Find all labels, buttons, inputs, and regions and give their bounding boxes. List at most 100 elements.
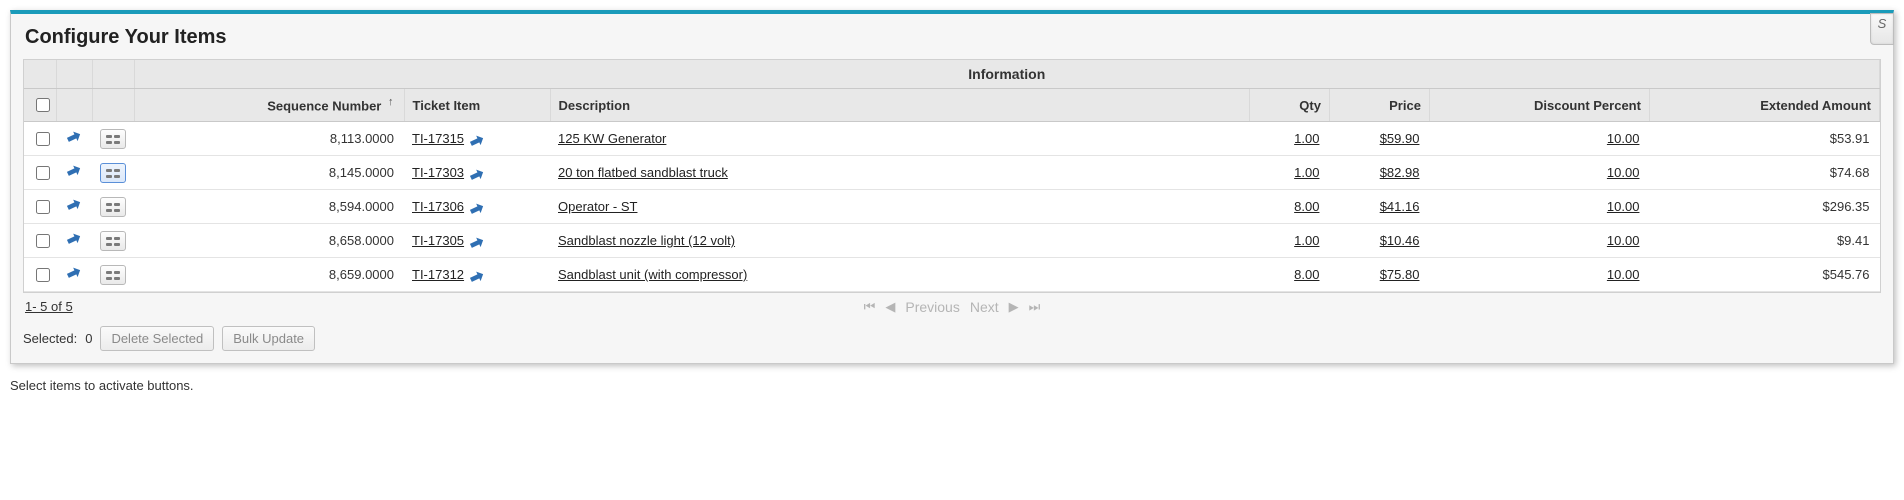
price-link[interactable]: $75.80 <box>1380 267 1420 282</box>
expand-row-button[interactable] <box>100 129 126 149</box>
open-icon[interactable] <box>468 234 482 248</box>
price-link[interactable]: $41.16 <box>1380 199 1420 214</box>
table-row: 8,658.0000TI-17305 Sandblast nozzle ligh… <box>24 224 1880 258</box>
pager-prev-label[interactable]: Previous <box>905 299 959 315</box>
cell-ticket: TI-17303 <box>404 156 550 190</box>
column-header-discount[interactable]: Discount Percent <box>1429 89 1649 122</box>
row-checkbox[interactable] <box>36 132 50 146</box>
ticket-link[interactable]: TI-17306 <box>412 199 464 214</box>
ticket-link[interactable]: TI-17305 <box>412 233 464 248</box>
pager-next-label[interactable]: Next <box>970 299 999 315</box>
refresh-icon[interactable] <box>65 128 83 146</box>
column-header-sequence[interactable]: Sequence Number ↑ <box>134 89 404 122</box>
price-link[interactable]: $59.90 <box>1380 131 1420 146</box>
ticket-link[interactable]: TI-17303 <box>412 165 464 180</box>
cell-discount: 10.00 <box>1429 190 1649 224</box>
cell-price: $59.90 <box>1329 122 1429 156</box>
ticket-link[interactable]: TI-17315 <box>412 131 464 146</box>
row-checkbox[interactable] <box>36 200 50 214</box>
sort-ascending-icon: ↑ <box>388 96 394 108</box>
column-header-qty[interactable]: Qty <box>1249 89 1329 122</box>
column-header-extended[interactable]: Extended Amount <box>1649 89 1879 122</box>
cell-price: $10.46 <box>1329 224 1429 258</box>
pager-first-icon[interactable]: ⏮ <box>864 299 876 315</box>
qty-link[interactable]: 8.00 <box>1294 267 1319 282</box>
cell-ticket: TI-17306 <box>404 190 550 224</box>
discount-link[interactable]: 10.00 <box>1607 165 1640 180</box>
cell-sequence: 8,594.0000 <box>134 190 404 224</box>
discount-link[interactable]: 10.00 <box>1607 131 1640 146</box>
grid-footer: 1- 5 of 5 ⏮ ◀ Previous Next ▶ ⏭ <box>23 295 1881 316</box>
open-icon[interactable] <box>468 268 482 282</box>
expand-row-button[interactable] <box>100 231 126 251</box>
qty-link[interactable]: 1.00 <box>1294 233 1319 248</box>
pager: ⏮ ◀ Previous Next ▶ ⏭ <box>864 299 1041 315</box>
expand-row-button[interactable] <box>100 197 126 217</box>
header-select-all[interactable] <box>24 89 56 122</box>
bulk-update-button[interactable]: Bulk Update <box>222 326 315 351</box>
row-checkbox[interactable] <box>36 234 50 248</box>
refresh-icon[interactable] <box>65 196 83 214</box>
qty-link[interactable]: 1.00 <box>1294 131 1319 146</box>
cell-ticket: TI-17312 <box>404 258 550 292</box>
open-icon[interactable] <box>468 200 482 214</box>
cell-price: $41.16 <box>1329 190 1429 224</box>
column-header-ticket[interactable]: Ticket Item <box>404 89 550 122</box>
refresh-icon[interactable] <box>65 230 83 248</box>
column-header-price[interactable]: Price <box>1329 89 1429 122</box>
qty-link[interactable]: 1.00 <box>1294 165 1319 180</box>
header-spacer <box>56 60 92 89</box>
cell-sequence: 8,145.0000 <box>134 156 404 190</box>
discount-link[interactable]: 10.00 <box>1607 199 1640 214</box>
description-link[interactable]: Operator - ST <box>558 199 637 214</box>
description-link[interactable]: Sandblast nozzle light (12 volt) <box>558 233 735 248</box>
expand-row-button[interactable] <box>100 265 126 285</box>
cell-qty: 8.00 <box>1249 258 1329 292</box>
pager-last-icon[interactable]: ⏭ <box>1029 299 1041 315</box>
selection-label: Selected: <box>23 331 77 346</box>
description-link[interactable]: Sandblast unit (with compressor) <box>558 267 747 282</box>
side-tab[interactable]: S <box>1870 13 1894 45</box>
discount-link[interactable]: 10.00 <box>1607 233 1640 248</box>
cell-sequence: 8,659.0000 <box>134 258 404 292</box>
cell-description: Operator - ST <box>550 190 1249 224</box>
price-link[interactable]: $82.98 <box>1380 165 1420 180</box>
cell-extended: $296.35 <box>1649 190 1879 224</box>
row-checkbox[interactable] <box>36 268 50 282</box>
table-row: 8,659.0000 TI-17312 Sandblast unit (with … <box>24 258 1880 292</box>
open-icon[interactable] <box>468 132 482 146</box>
description-link[interactable]: 20 ton flatbed sandblast truck <box>558 165 728 180</box>
header-expand <box>92 89 134 122</box>
cell-price: $75.80 <box>1329 258 1429 292</box>
table-row: 8,145.0000 TI-17303 20 ton flatbed sandbl… <box>24 156 1880 190</box>
cell-price: $82.98 <box>1329 156 1429 190</box>
select-all-checkbox[interactable] <box>36 98 50 112</box>
ticket-link[interactable]: TI-17312 <box>412 267 464 282</box>
selection-count: 0 <box>85 331 92 346</box>
cell-discount: 10.00 <box>1429 224 1649 258</box>
cell-extended: $545.76 <box>1649 258 1879 292</box>
cell-extended: $9.41 <box>1649 224 1879 258</box>
selection-bar: Selected: 0 Delete Selected Bulk Update <box>23 326 1881 351</box>
discount-link[interactable]: 10.00 <box>1607 267 1640 282</box>
pager-next-icon[interactable]: ▶ <box>1009 299 1019 315</box>
refresh-icon[interactable] <box>65 264 83 282</box>
header-spacer <box>24 60 56 89</box>
price-link[interactable]: $10.46 <box>1380 233 1420 248</box>
open-icon[interactable] <box>468 166 482 180</box>
header-spacer <box>92 60 134 89</box>
pager-prev-icon[interactable]: ◀ <box>885 299 895 315</box>
refresh-icon[interactable] <box>65 162 83 180</box>
column-header-description[interactable]: Description <box>550 89 1249 122</box>
page-range: 1- 5 of 5 <box>25 299 73 314</box>
hint-text: Select items to activate buttons. <box>10 378 1894 393</box>
expand-row-button[interactable] <box>100 163 126 183</box>
row-checkbox[interactable] <box>36 166 50 180</box>
group-header-information: Information <box>134 60 1880 89</box>
cell-ticket: TI-17305 <box>404 224 550 258</box>
cell-extended: $53.91 <box>1649 122 1879 156</box>
delete-selected-button[interactable]: Delete Selected <box>100 326 214 351</box>
cell-ticket: TI-17315 <box>404 122 550 156</box>
qty-link[interactable]: 8.00 <box>1294 199 1319 214</box>
description-link[interactable]: 125 KW Generator <box>558 131 666 146</box>
